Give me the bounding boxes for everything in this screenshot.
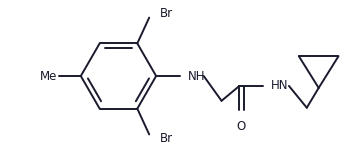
Text: Br: Br	[160, 7, 173, 20]
Text: Me: Me	[40, 70, 57, 83]
Text: NH: NH	[188, 70, 205, 83]
Text: Br: Br	[160, 132, 173, 145]
Text: O: O	[237, 120, 246, 133]
Text: HN: HN	[271, 79, 289, 92]
